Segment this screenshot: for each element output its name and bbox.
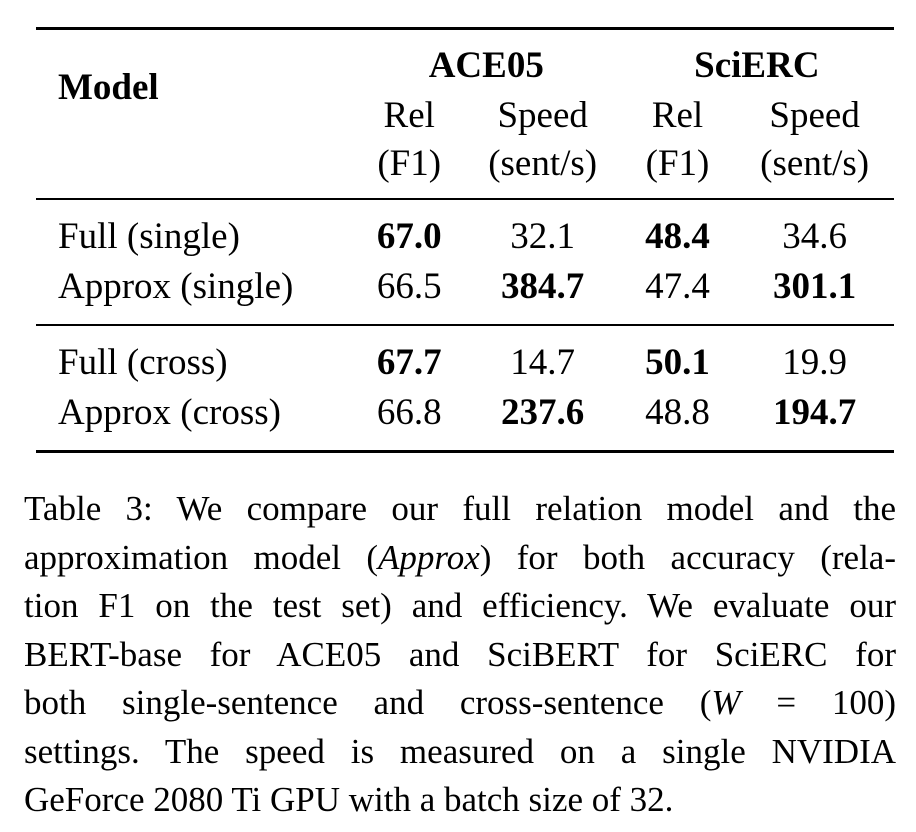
subheader-scierc-speed-unit: (sent/s) [760,143,870,184]
cell-scierc-speed: 301.1 [773,266,857,307]
subheader-scierc-rel: Rel [651,95,704,136]
cell-ace05-rel: 67.7 [376,342,442,383]
cell-scierc-speed: 19.9 [782,342,848,383]
caption-line: GeForce 2080 Ti GPU with a batch size of… [24,780,674,819]
cell-ace05-speed: 32.1 [510,216,576,257]
caption-line: both single-sentence and cross-sentence … [24,683,896,722]
subheader-scierc-rel-unit: (F1) [645,143,710,184]
cell-ace05-speed: 384.7 [501,266,585,307]
caption-italic-approx: Approx [378,537,480,577]
cell-scierc-rel: 50.1 [645,342,710,383]
subheader-ace05-speed-unit: (sent/s) [488,143,598,184]
caption-line: tion F1 on the test set) and efficiency.… [24,586,896,625]
model-column-header: Model [58,67,159,108]
cell-ace05-speed: 14.7 [510,342,576,383]
cell-scierc-speed: 34.6 [782,216,848,257]
table-row: Approx (single) 66.5 384.7 47.4 301.1 [36,262,894,325]
results-table-container: Model ACE05 SciERC Rel Speed Rel Speed (… [36,27,894,453]
cell-ace05-rel: 66.5 [376,266,442,307]
group-header-scierc: SciERC [694,45,820,86]
cell-ace05-speed: 237.6 [501,392,585,433]
group-header-ace05: ACE05 [428,45,544,86]
subheader-scierc-speed: Speed [769,95,860,136]
cell-scierc-rel: 48.4 [645,216,710,257]
results-table: Model ACE05 SciERC Rel Speed Rel Speed (… [36,27,894,453]
row-model-label: Approx (single) [58,266,294,307]
cell-scierc-rel: 47.4 [645,266,710,307]
row-model-label: Approx (cross) [58,392,281,433]
caption-line: settings. The speed is measured on a sin… [24,731,896,771]
table-row: Full (single) 67.0 32.1 48.4 34.6 [36,199,894,262]
row-model-label: Full (single) [58,216,240,257]
model-header-spacer [36,140,353,199]
table-row: Full (cross) 67.7 14.7 50.1 19.9 [36,325,894,388]
subheader-ace05-speed: Speed [497,95,588,136]
caption-italic-w: W [711,683,741,722]
row-model-label: Full (cross) [58,342,228,383]
subheader-ace05-rel: Rel [383,95,435,136]
cell-scierc-rel: 48.8 [645,392,710,433]
cell-ace05-rel: 66.8 [376,392,442,433]
table-row: Approx (cross) 66.8 237.6 48.8 194.7 [36,388,894,452]
caption-line: approximation model (Approx) for both ac… [24,537,896,577]
table-caption: Table 3: We compare our full relation mo… [24,485,896,825]
caption-line: Table 3: We compare our full relation mo… [24,489,896,528]
cell-scierc-speed: 194.7 [773,392,857,433]
subheader-ace05-rel-unit: (F1) [377,143,442,184]
caption-line: BERT-base for ACE05 and SciBERT for SciE… [24,634,896,674]
cell-ace05-rel: 67.0 [376,216,442,257]
